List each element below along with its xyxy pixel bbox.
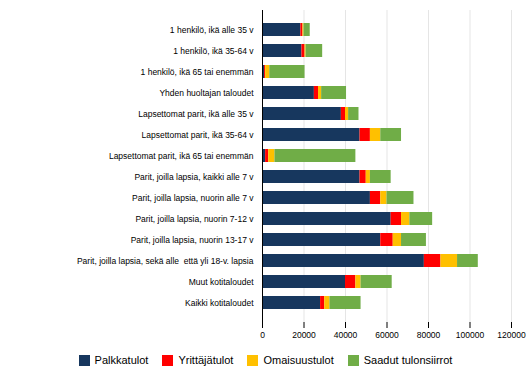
html-text:Saadut tulonsiirrot: Saadut tulonsiirrot <box>363 354 453 366</box>
svg-text:0: 0 <box>260 330 265 340</box>
svg-text:Kaikki kotitaloudet: Kaikki kotitaloudet <box>185 298 254 308</box>
svg-text:Parit, joilla lapsia, nuorin 7: Parit, joilla lapsia, nuorin 7-12 v <box>135 214 254 224</box>
html-text:Omaisuustulot: Omaisuustulot <box>263 354 334 366</box>
html-text:Yrittäjätulot: Yrittäjätulot <box>178 354 234 366</box>
svg-text:120000: 120000 <box>497 330 526 340</box>
svg-text:Lapsettomat parit, ikä 35-64 v: Lapsettomat parit, ikä 35-64 v <box>142 130 255 140</box>
svg-text:Parit, joilla lapsia, sekä all: Parit, joilla lapsia, sekä alle että yli… <box>77 256 254 266</box>
svg-text:Lapsettomat parit, ikä alle 35: Lapsettomat parit, ikä alle 35 v <box>138 109 254 119</box>
svg-text:Parit, joilla lapsia, nuorin 1: Parit, joilla lapsia, nuorin 13-17 v <box>131 235 255 245</box>
svg-text:Lapsettomat parit, ikä 65 tai: Lapsettomat parit, ikä 65 tai enemmän <box>109 151 254 161</box>
svg-text:Muut kotitaloudet: Muut kotitaloudet <box>189 277 254 287</box>
svg-text:100000: 100000 <box>456 330 485 340</box>
svg-text:1 henkilö, ikä alle 35 v: 1 henkilö, ikä alle 35 v <box>170 25 254 35</box>
svg-text:1 henkilö, ikä 35-64 v: 1 henkilö, ikä 35-64 v <box>173 46 254 56</box>
html-text:Palkkatulot: Palkkatulot <box>94 354 149 366</box>
svg-text:1 henkilö, ikä 65 tai enemmän: 1 henkilö, ikä 65 tai enemmän <box>141 67 254 77</box>
svg-text:40000: 40000 <box>334 330 358 340</box>
svg-text:Parit, joilla lapsia, nuorin a: Parit, joilla lapsia, nuorin alle 7 v <box>132 193 254 203</box>
svg-text:Yhden huoltajan taloudet: Yhden huoltajan taloudet <box>159 88 254 98</box>
svg-text:80000: 80000 <box>417 330 441 340</box>
svg-text:60000: 60000 <box>375 330 399 340</box>
svg-text:Parit, joilla lapsia, kaikki a: Parit, joilla lapsia, kaikki alle 7 v <box>134 172 254 182</box>
svg-text:20000: 20000 <box>292 330 316 340</box>
